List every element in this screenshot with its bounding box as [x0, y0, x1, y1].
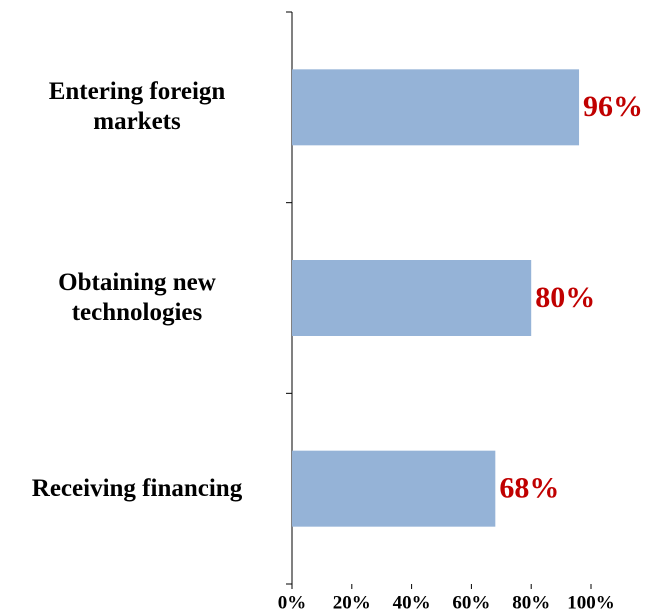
x-tick-label: 60% — [452, 592, 490, 613]
x-tick-label: 80% — [512, 592, 550, 613]
x-tick-label: 0% — [278, 592, 307, 613]
x-tick-label: 100% — [567, 592, 615, 613]
x-tick-label: 40% — [393, 592, 431, 613]
value-label: 80% — [535, 281, 595, 314]
bar — [292, 69, 580, 146]
bar — [292, 260, 532, 336]
category-label: Obtaining new technologies — [58, 269, 216, 326]
category-label: Receiving financing — [31, 474, 243, 502]
bar — [292, 450, 496, 527]
value-label: 68% — [499, 472, 559, 505]
value-label: 96% — [583, 90, 643, 123]
x-tick-label: 20% — [333, 592, 371, 613]
category-label: Entering foreign markets — [48, 78, 226, 136]
